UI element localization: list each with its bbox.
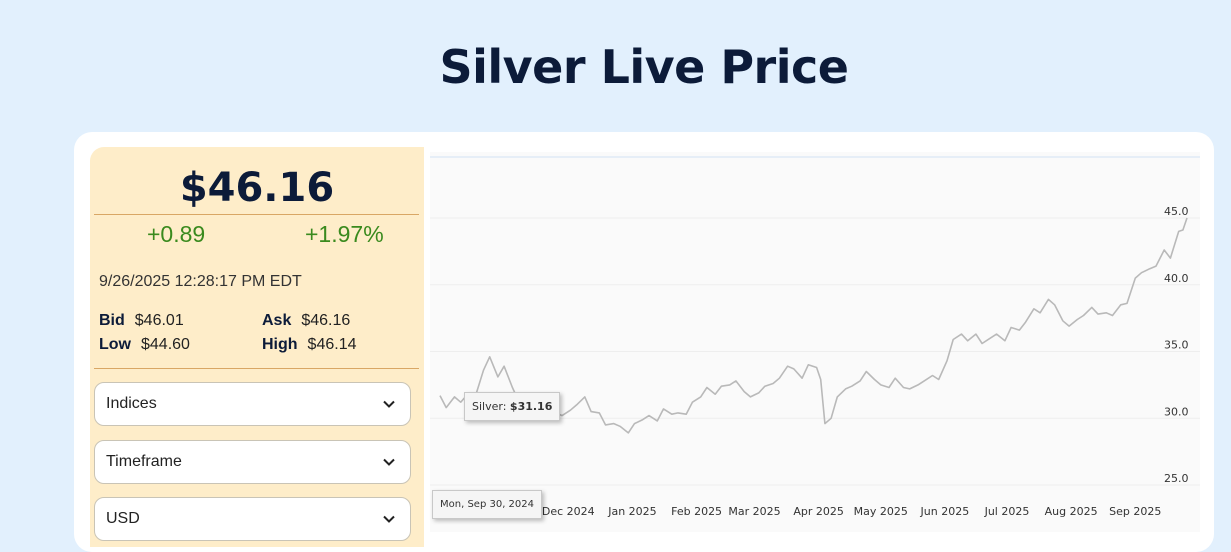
y-tick-label: 25.0 [1164,472,1189,485]
x-tick-label: Aug 2025 [1045,505,1098,518]
bid-label: Bid [99,312,125,329]
chevron-down-icon [383,458,395,466]
x-tick-label: Jun 2025 [920,505,970,518]
high-label: High [262,336,298,353]
date-tooltip: Mon, Sep 30, 2024 [432,490,542,519]
x-tick-label: Feb 2025 [671,505,722,518]
y-tick-label: 35.0 [1164,339,1189,352]
price-change-percent: +1.97% [305,221,384,247]
quote-timestamp: 9/26/2025 12:28:17 PM EDT [99,273,302,290]
x-tick-label: Jan 2025 [607,505,656,518]
currency-dropdown[interactable]: USD [94,497,411,541]
ask-value: $46.16 [301,312,351,329]
quote-panel: $46.16 +0.89 +1.97% 9/26/2025 12:28:17 P… [90,147,424,547]
y-tick-label: 40.0 [1164,272,1189,285]
price-tooltip: Silver: $31.16 [464,392,561,421]
ask-label: Ask [262,312,292,329]
chevron-down-icon [383,400,395,408]
x-tick-label: Dec 2024 [542,505,595,518]
high-row: High $46.14 [262,336,356,354]
tooltip-series-label: Silver: [472,400,507,413]
price-chart-area[interactable]: 25.0 30.0 35.0 40.0 45.0 Dec 2024 Jan 2025 Feb … [430,152,1200,532]
divider [94,214,419,215]
y-tick-label: 45.0 [1164,205,1189,218]
indices-dropdown[interactable]: Indices [94,382,411,426]
x-tick-label: Apr 2025 [793,505,844,518]
x-tick-label: Sep 2025 [1109,505,1161,518]
x-tick-label: Mar 2025 [728,505,780,518]
timeframe-dropdown[interactable]: Timeframe [94,440,411,484]
page-title: Silver Live Price [439,40,849,94]
low-row: Low $44.60 [99,336,190,354]
divider [94,368,419,369]
bid-row: Bid $46.01 [99,312,184,330]
timeframe-dropdown-label: Timeframe [106,453,182,470]
ask-row: Ask $46.16 [262,312,350,330]
current-price: $46.16 [179,165,335,211]
chevron-down-icon [383,515,395,523]
low-label: Low [99,336,131,353]
price-chart[interactable]: 25.0 30.0 35.0 40.0 45.0 Dec 2024 Jan 2025 Feb … [430,152,1200,526]
x-tick-label: Jul 2025 [984,505,1030,518]
low-value: $44.60 [141,336,190,353]
series-line-silver [439,217,1188,434]
x-tick-label: May 2025 [854,505,908,518]
high-value: $46.14 [307,336,357,353]
currency-dropdown-label: USD [106,510,140,527]
y-tick-label: 30.0 [1164,405,1189,418]
indices-dropdown-label: Indices [106,395,157,412]
price-change: +0.89 [147,221,206,247]
bid-value: $46.01 [134,312,184,329]
tooltip-value: $31.16 [509,400,553,413]
